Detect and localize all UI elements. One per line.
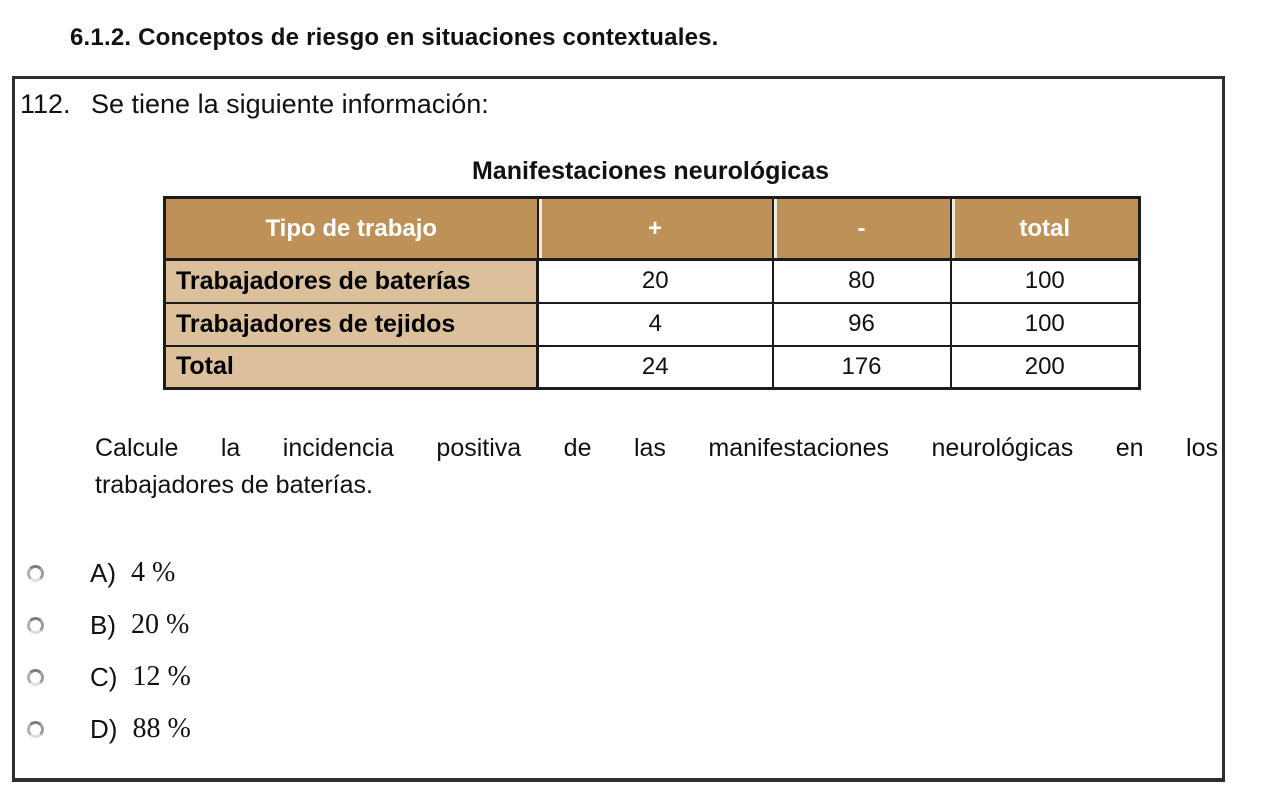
option-b-radio[interactable] [27,616,44,634]
row-label-cell: Total [163,344,539,390]
option-a-letter: A) [90,557,116,588]
option-d-value: 88 % [132,713,191,744]
question-body-line2: trabajadores de baterías. [95,471,373,499]
option-d-letter: D) [90,713,118,744]
option-d-radio[interactable] [27,720,44,738]
table-header-cell: total [949,196,1141,261]
option-b-letter: B) [90,609,116,640]
table-header-cell: Tipo de trabajo [163,196,539,261]
table-header-cell: - [771,196,952,261]
option-c-value: 12 % [132,661,191,692]
data-cell: 4 [536,301,774,347]
option-row-c[interactable]: C) 12 % [27,659,191,695]
table-header-row: Tipo de trabajo + - total [163,196,1141,261]
row-label-cell: Trabajadores de baterías [163,258,539,304]
data-cell: 20 [536,258,774,304]
question-intro: Se tiene la siguiente información: [91,89,489,119]
data-cell: 24 [536,344,774,390]
data-table: Tipo de trabajo + - total Trabajadores d… [163,196,1141,390]
data-cell: 176 [771,344,952,390]
option-c-radio[interactable] [27,668,44,686]
table-row: Total 24 176 200 [163,344,1141,390]
question-body-line1: Calcule la incidencia positiva de las ma… [95,434,1218,462]
data-cell: 100 [949,301,1141,347]
data-cell: 80 [771,258,952,304]
option-b-value: 20 % [131,609,190,640]
table-header-cell: + [536,196,774,261]
row-label-cell: Trabajadores de tejidos [163,301,539,347]
data-cell: 200 [949,344,1141,390]
table-title: Manifestaciones neurológicas [471,157,830,185]
question-body: Calcule la incidencia positiva de las ma… [95,430,1218,504]
section-heading: 6.1.2. Conceptos de riesgo en situacione… [70,24,719,51]
option-row-d[interactable]: D) 88 % [27,711,191,747]
table-row: Trabajadores de baterías 20 80 100 [163,258,1141,304]
option-row-b[interactable]: B) 20 % [27,607,189,643]
option-a-value: 4 % [131,557,176,588]
question-box: 112. Se tiene la siguiente información: … [12,76,1225,782]
data-cell: 96 [771,301,952,347]
data-cell: 100 [949,258,1141,304]
question-number: 112. [20,89,71,119]
option-a-radio[interactable] [27,564,44,582]
table-row: Trabajadores de tejidos 4 96 100 [163,301,1141,347]
option-c-letter: C) [90,661,118,692]
option-row-a[interactable]: A) 4 % [27,555,175,591]
